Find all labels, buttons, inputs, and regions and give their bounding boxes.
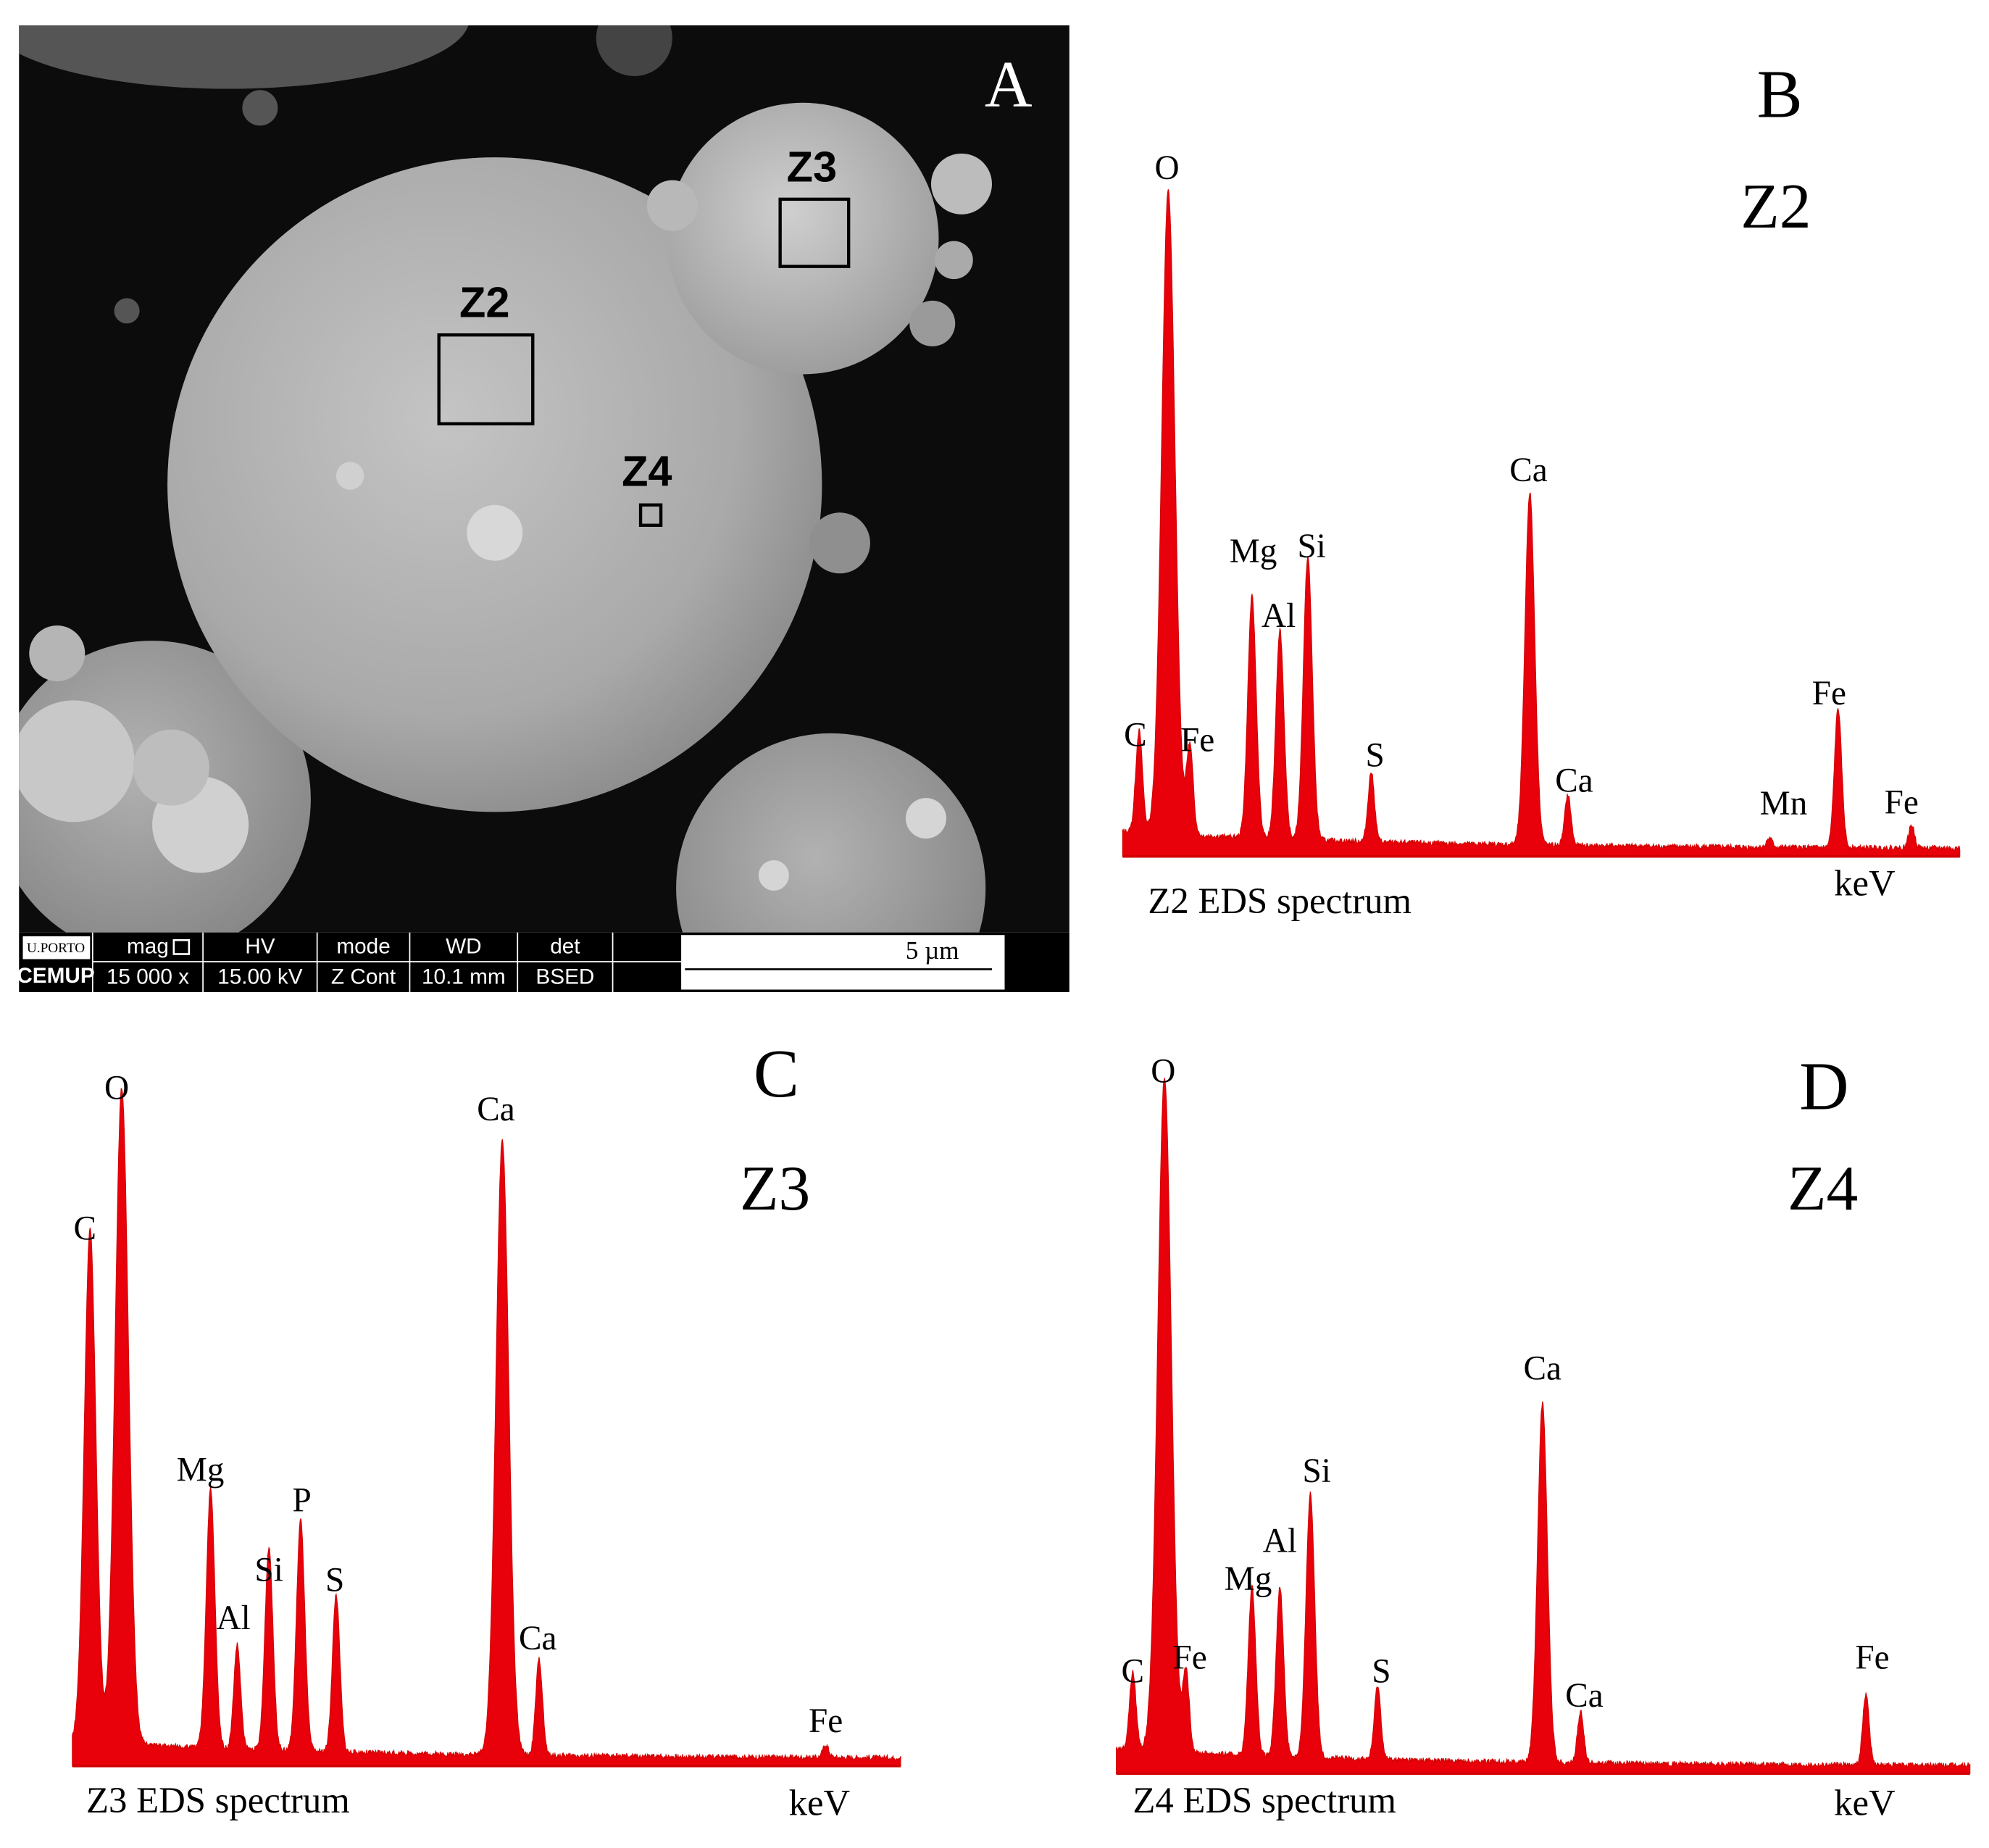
peak-label: S — [1366, 737, 1385, 775]
particle — [909, 300, 956, 346]
panel-letter: C — [754, 1036, 799, 1112]
peak-label: S — [325, 1562, 344, 1599]
peak-label: Si — [1297, 528, 1325, 565]
peak-label: O — [1151, 1053, 1175, 1091]
databar-header: det — [550, 935, 580, 959]
spectrum-trace — [72, 1087, 901, 1767]
peak-label: Ca — [1524, 1349, 1562, 1387]
peak-label: C — [74, 1210, 97, 1248]
peak-label: S — [1372, 1653, 1390, 1691]
particle — [676, 733, 986, 933]
peak-label: O — [1155, 149, 1180, 187]
peak-label: Mg — [1225, 1560, 1272, 1598]
databar-header: WD — [446, 935, 482, 959]
zone-label: Z3 — [787, 142, 837, 191]
peak-label: Fe — [1180, 722, 1214, 759]
scale-label: 5 µm — [906, 936, 959, 965]
databar-header: mode — [336, 935, 390, 959]
zone-box — [778, 197, 851, 268]
panel-letter: B — [1757, 57, 1803, 133]
peak-label: P — [293, 1481, 312, 1519]
particle — [809, 512, 870, 574]
spectrum-caption: Z3 EDS spectrum — [86, 1780, 350, 1820]
zone-box — [638, 503, 663, 527]
particle — [935, 241, 973, 280]
spectrum-trace — [1116, 1078, 1971, 1774]
spectrum-caption: Z2 EDS spectrum — [1148, 881, 1412, 921]
peak-label: C — [1122, 1653, 1145, 1691]
peak-label: Fe — [1172, 1639, 1206, 1676]
databar-value: Z Cont — [331, 965, 396, 989]
particle — [114, 298, 140, 324]
zone-title: Z3 — [740, 1153, 810, 1223]
peak-label: Si — [254, 1552, 283, 1589]
peak-label: Ca — [1509, 451, 1548, 489]
peak-label: O — [104, 1069, 129, 1107]
peak-label: Mg — [177, 1451, 225, 1489]
databar-value: 10.1 mm — [422, 965, 506, 989]
zone-title: Z4 — [1788, 1153, 1858, 1223]
peak-label: Ca — [1555, 762, 1593, 800]
spectrum-caption: Z4 EDS spectrum — [1133, 1780, 1396, 1820]
panel-letter: A — [985, 48, 1033, 121]
scale-box — [681, 935, 1005, 990]
particle — [646, 180, 698, 231]
particle — [19, 700, 135, 823]
peak-label: Fe — [1812, 675, 1846, 712]
particle — [667, 102, 939, 375]
peak-label: Fe — [809, 1702, 843, 1740]
spectrum-trace — [1122, 189, 1961, 857]
logo-top: U.PORTO — [27, 941, 85, 956]
databar-header: HV — [245, 935, 275, 959]
unit-label: keV — [1834, 1783, 1896, 1823]
databar-value: BSED — [535, 965, 594, 989]
particle — [467, 504, 523, 561]
particle — [242, 90, 278, 126]
particle — [133, 729, 209, 806]
peak-label: Mn — [1760, 785, 1808, 823]
sem-image: Z2 Z3 Z4 A U.PORTO CEMUP 5 µm mag 15 000 … — [17, 25, 1069, 993]
peak-label: Ca — [519, 1620, 557, 1657]
particle — [167, 157, 822, 812]
particle — [596, 25, 672, 77]
particle — [29, 625, 86, 682]
peak-label: Fe — [1855, 1639, 1889, 1676]
databar-value: 15.00 kV — [217, 965, 303, 989]
panel-letter: D — [1799, 1049, 1848, 1125]
peak-label: C — [1124, 717, 1147, 754]
zone-label: Z4 — [622, 446, 672, 495]
peak-label: Fe — [1885, 784, 1919, 822]
logo-box — [22, 936, 91, 960]
peak-label: Mg — [1230, 533, 1277, 570]
unit-label: keV — [789, 1783, 851, 1823]
databar-icon — [172, 938, 191, 955]
peak-label: Al — [1263, 1522, 1297, 1560]
unit-label: keV — [1834, 862, 1896, 903]
particle — [905, 798, 946, 839]
particle — [930, 153, 992, 215]
databar-value: 15 000 x — [107, 965, 189, 989]
peak-label: Ca — [1565, 1677, 1604, 1715]
zone-title: Z2 — [1740, 171, 1811, 241]
particle — [335, 462, 364, 490]
logo-bottom: CEMUP — [17, 964, 94, 988]
particle — [19, 25, 469, 89]
peak-label: Al — [1262, 597, 1296, 635]
peak-label: Si — [1302, 1452, 1330, 1490]
databar: U.PORTO CEMUP 5 µm mag 15 000 x HV 15.00 kV… — [17, 932, 1069, 993]
peak-label: Al — [216, 1599, 250, 1637]
peak-label: Ca — [477, 1091, 515, 1128]
zone-box — [437, 333, 535, 425]
databar-header: mag — [127, 935, 169, 959]
particle — [758, 860, 789, 891]
zone-label: Z2 — [459, 278, 509, 327]
